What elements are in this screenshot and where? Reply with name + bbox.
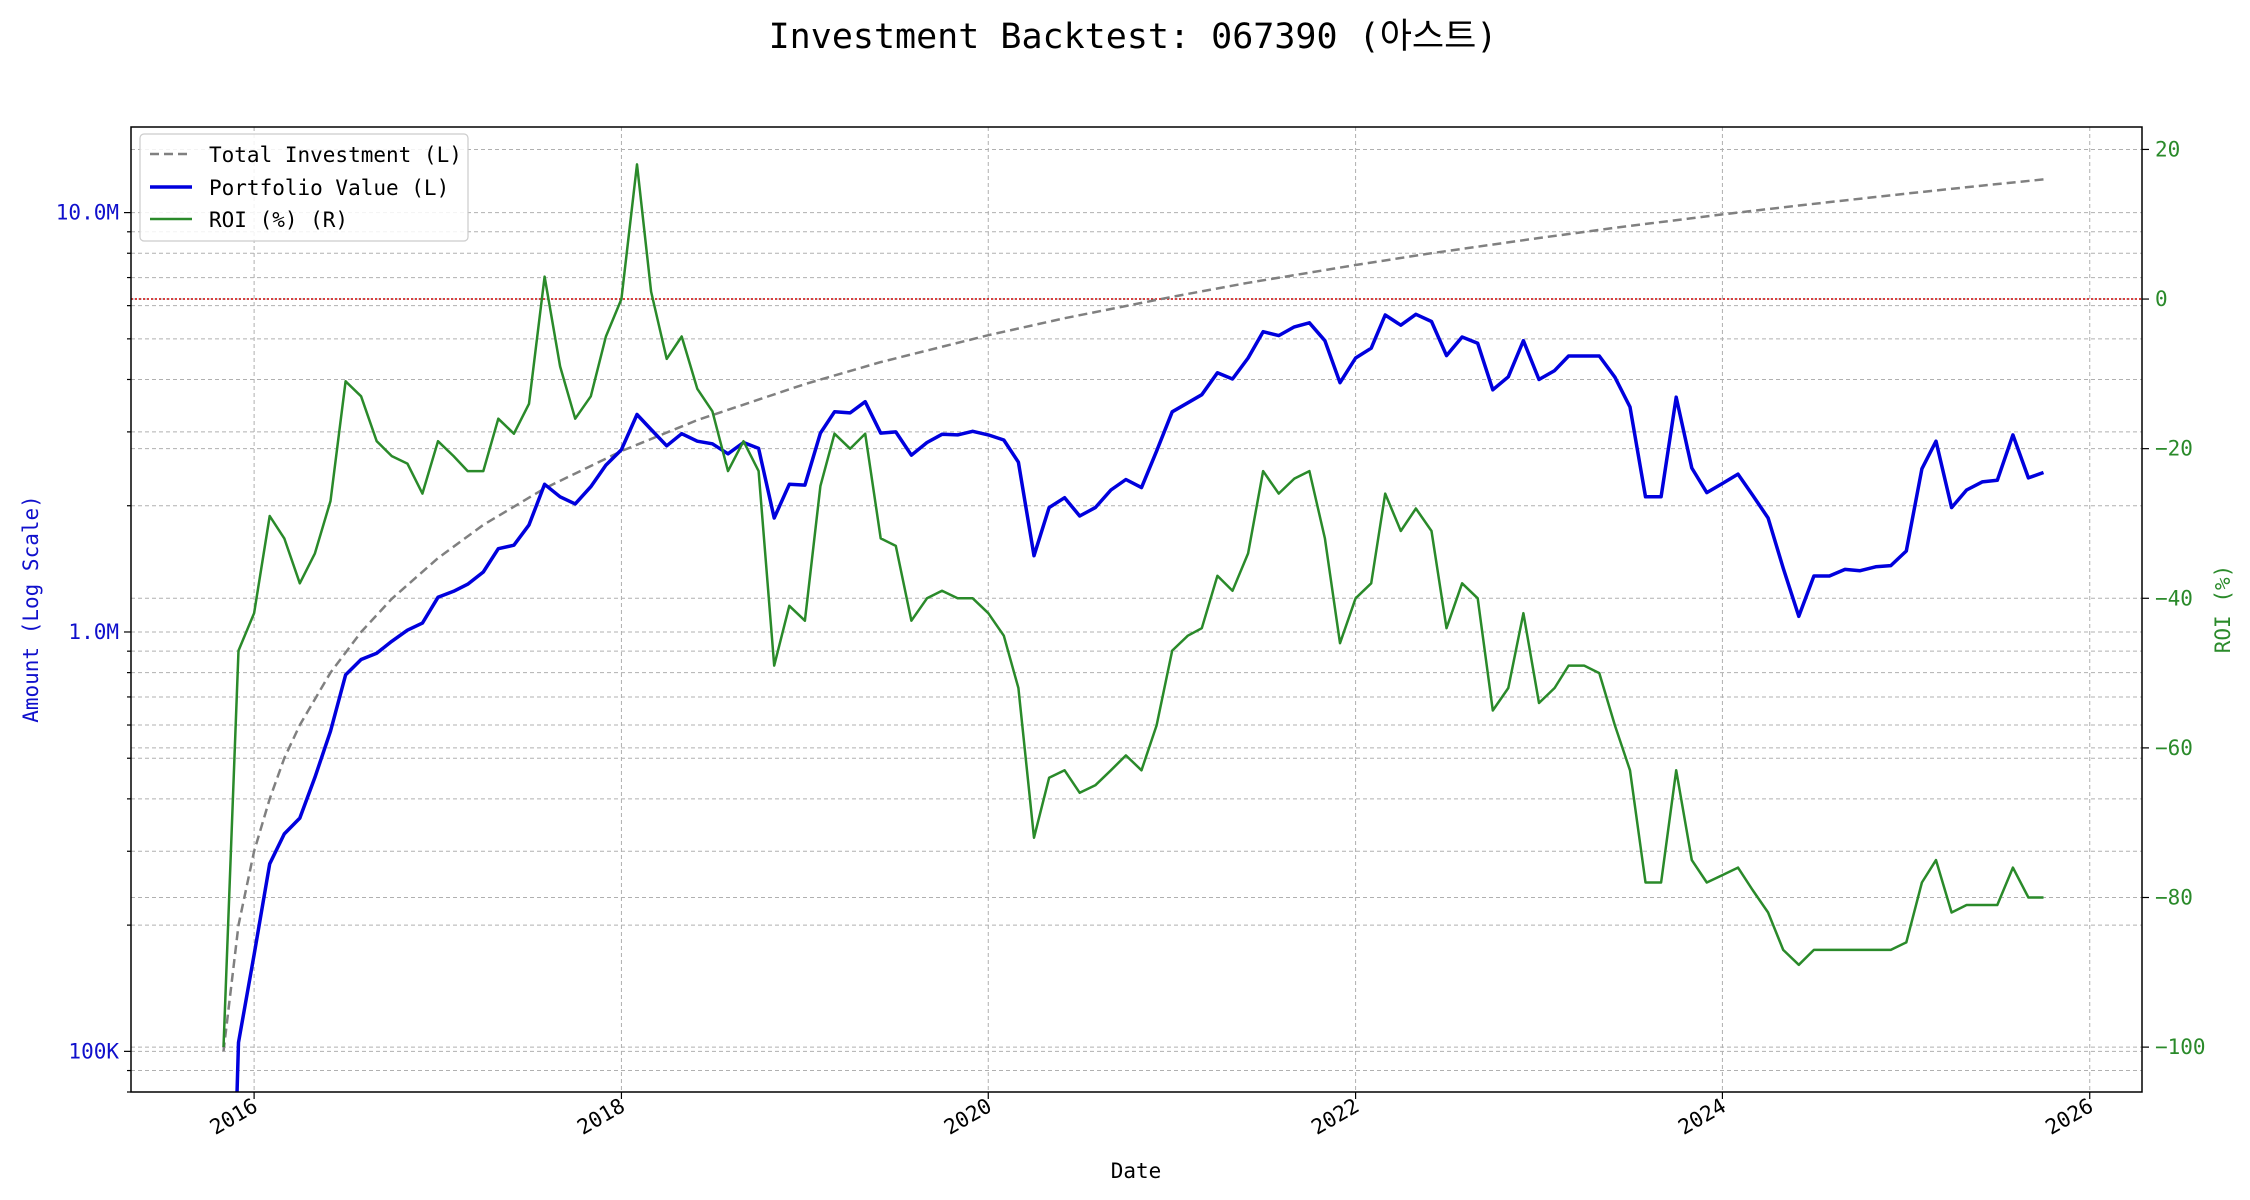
tick-layer: 100K 1.0M 10.0M 20 0 −20 −40 −60 −80 −100 2016 2018… (56, 137, 2206, 1139)
tick-label-left: 1.0M (68, 620, 119, 644)
tick-label-x: 2016 (206, 1094, 262, 1140)
tick-label-x: 2024 (1674, 1094, 1730, 1140)
grid-lines (131, 127, 2142, 1093)
total-investment-line (222, 178, 2044, 1052)
tick-label-left: 10.0M (56, 201, 119, 225)
legend-box (139, 133, 469, 242)
x-axis-label: Date (1111, 1159, 1162, 1183)
tick-label-x: 2026 (2041, 1094, 2097, 1140)
tick-label-x: 2020 (940, 1094, 996, 1140)
tick-label-right: −20 (2155, 437, 2193, 461)
series-layer (131, 163, 2142, 1092)
tick-label-right: −40 (2155, 586, 2193, 610)
y-axis-left-label: Amount (Log Scale) (19, 495, 43, 723)
legend-label-portfolio-value: Portfolio Value (L) (209, 176, 449, 200)
legend-label-total-investment: Total Investment (L) (209, 143, 462, 167)
plot-frame (130, 126, 2143, 1093)
legend: Total Investment (L) Portfolio Value (L)… (139, 133, 469, 242)
tick-label-right: 0 (2155, 287, 2168, 311)
y-axis-right-label: ROI (%) (2211, 565, 2235, 654)
chart-title: Investment Backtest: 067390 (아스트) (769, 17, 1498, 57)
roi-line (222, 163, 2044, 1048)
tick-label-right: −100 (2155, 1035, 2206, 1059)
tick-label-x: 2018 (573, 1094, 629, 1140)
legend-label-roi: ROI (%) (R) (209, 208, 348, 232)
tick-label-right: 20 (2155, 137, 2180, 161)
portfolio-value-line (235, 312, 2045, 1092)
tick-label-x: 2022 (1307, 1094, 1363, 1140)
tick-label-left: 100K (68, 1039, 119, 1063)
tick-label-right: −60 (2155, 736, 2193, 760)
tick-label-right: −80 (2155, 886, 2193, 910)
